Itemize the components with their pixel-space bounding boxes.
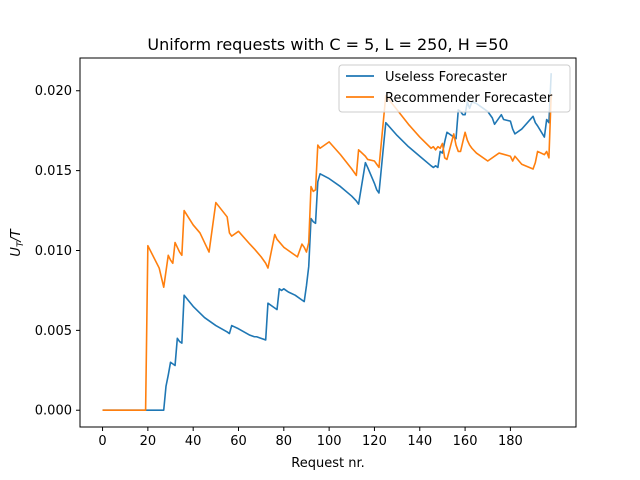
y-axis-ticks: 0.000 0.005 0.010 0.015 0.020 <box>35 84 80 419</box>
plot-area <box>80 58 576 427</box>
series-line-useless-forecaster <box>102 73 552 412</box>
y-tick-label: 0.020 <box>35 84 72 99</box>
x-tick-label: 40 <box>185 434 202 449</box>
y-tick-label: 0.005 <box>35 324 72 339</box>
y-axis-label: UT/T <box>9 228 26 256</box>
y-tick-label: 0.015 <box>35 164 72 179</box>
series-layer <box>102 73 552 412</box>
axes-layer <box>79 57 577 428</box>
x-tick-label: 180 <box>498 434 523 449</box>
x-axis-label: Request nr. <box>291 456 364 471</box>
chart-title: Uniform requests with C = 5, L = 250, H … <box>147 35 508 54</box>
legend: Useless Forecaster Recommender Forecaste… <box>338 64 571 113</box>
legend-label-recommender: Recommender Forecaster <box>385 91 553 106</box>
x-tick-label: 140 <box>407 434 432 449</box>
x-tick-label: 0 <box>98 434 106 449</box>
legend-box <box>338 64 571 113</box>
y-tick-label: 0.010 <box>35 244 72 259</box>
legend-label-useless: Useless Forecaster <box>385 70 508 85</box>
series-line-recommender-forecaster <box>102 93 552 412</box>
x-tick-label: 60 <box>230 434 247 449</box>
x-tick-label: 20 <box>140 434 157 449</box>
x-tick-label: 80 <box>276 434 293 449</box>
axes-frame <box>79 57 577 428</box>
x-axis-ticks: 0 20 40 60 80 100 120 140 160 180 <box>98 427 523 449</box>
plot-background <box>80 58 576 427</box>
y-tick-label: 0.000 <box>35 404 72 419</box>
x-tick-label: 100 <box>317 434 342 449</box>
x-tick-label: 160 <box>453 434 478 449</box>
x-tick-label: 120 <box>362 434 387 449</box>
